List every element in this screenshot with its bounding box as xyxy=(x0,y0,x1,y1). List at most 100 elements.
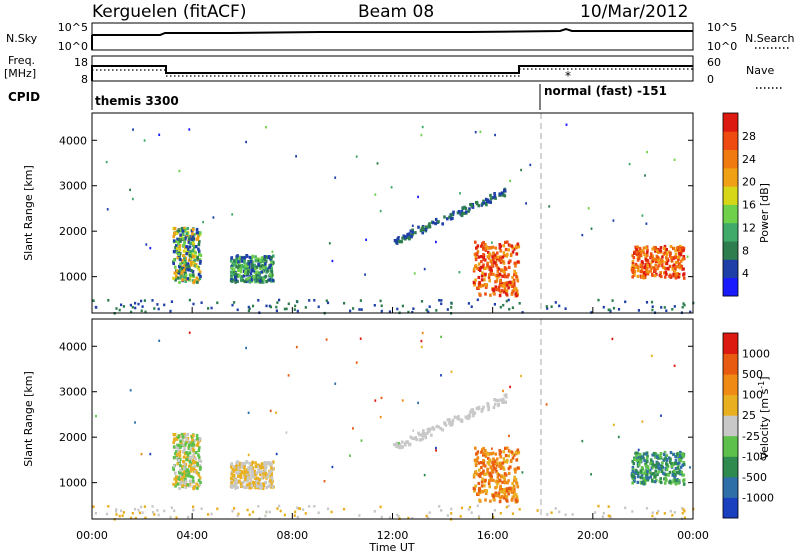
data-cell xyxy=(196,486,199,490)
data-cell xyxy=(197,473,201,477)
data-cell xyxy=(658,273,662,277)
scatter-cell xyxy=(216,301,219,305)
data-cell xyxy=(178,454,182,458)
data-cell xyxy=(232,470,235,474)
data-cell xyxy=(494,486,497,490)
sparse-cell xyxy=(134,421,136,424)
data-cell xyxy=(495,288,498,292)
data-cell xyxy=(489,466,493,470)
data-cell xyxy=(192,461,195,465)
data-cell xyxy=(188,254,192,258)
data-cell xyxy=(514,271,518,275)
data-cell xyxy=(493,398,496,402)
data-cell xyxy=(261,264,265,268)
data-cell xyxy=(513,287,516,291)
data-cell xyxy=(677,275,680,279)
data-cell xyxy=(187,446,191,451)
data-cell xyxy=(251,466,254,470)
data-cell xyxy=(174,471,177,475)
data-cell xyxy=(486,404,490,408)
sparse-cell xyxy=(212,216,215,219)
data-cell xyxy=(495,398,498,402)
data-cell xyxy=(198,270,202,274)
data-cell xyxy=(681,246,685,250)
data-cell xyxy=(486,467,489,471)
sparse-cell xyxy=(247,453,250,457)
data-cell xyxy=(188,484,191,488)
data-cell xyxy=(172,249,176,254)
y-tick-label: 3000 xyxy=(59,180,87,193)
sparse-cell xyxy=(581,439,584,443)
data-cell xyxy=(639,250,643,254)
data-cell xyxy=(181,232,185,236)
data-cell xyxy=(446,418,450,422)
data-cell xyxy=(507,492,510,496)
data-cell xyxy=(674,466,678,471)
scatter-cell xyxy=(265,510,268,514)
data-cell xyxy=(635,456,639,460)
data-cell xyxy=(190,475,193,479)
scatter-cell xyxy=(499,305,502,309)
data-cell xyxy=(510,498,514,502)
data-cell xyxy=(507,273,510,277)
data-cell xyxy=(254,259,258,263)
data-cell xyxy=(199,459,203,463)
scatter-cell xyxy=(373,304,376,307)
colorbar-segment xyxy=(723,333,738,354)
data-cell xyxy=(663,271,666,275)
data-cell xyxy=(194,457,197,461)
sparse-cell xyxy=(401,399,404,402)
scatter-cell xyxy=(427,516,430,520)
data-cell xyxy=(245,472,249,476)
data-cell xyxy=(642,246,646,250)
data-cell xyxy=(654,463,657,468)
data-cell xyxy=(505,495,509,499)
data-cell xyxy=(259,260,262,264)
data-cell xyxy=(190,261,193,265)
data-cell xyxy=(476,266,479,270)
data-cell xyxy=(657,264,660,268)
data-cell xyxy=(680,264,683,268)
data-cell xyxy=(405,236,409,240)
data-cell xyxy=(496,251,499,255)
sparse-cell xyxy=(525,202,527,205)
data-cell xyxy=(233,278,236,282)
data-cell xyxy=(672,452,675,456)
scatter-cell xyxy=(651,514,654,518)
sparse-cell xyxy=(158,339,161,342)
colorbar-segment xyxy=(723,476,738,498)
data-cell xyxy=(255,481,259,485)
data-cell xyxy=(678,458,681,462)
scatter-cell xyxy=(143,505,146,508)
data-cell xyxy=(178,280,181,284)
colorbar-segment xyxy=(723,415,738,437)
data-cell xyxy=(184,434,187,438)
data-cell xyxy=(484,491,488,495)
data-cell xyxy=(191,476,195,480)
data-cell xyxy=(494,246,498,250)
data-cell xyxy=(492,272,495,276)
data-cell xyxy=(261,259,265,263)
data-cell xyxy=(476,450,480,454)
data-cell xyxy=(677,478,681,483)
data-cell xyxy=(263,255,267,259)
data-cell xyxy=(260,476,264,480)
data-cell xyxy=(470,204,474,208)
data-cell xyxy=(246,277,249,281)
scatter-cell xyxy=(554,301,557,304)
data-cell xyxy=(489,197,493,201)
data-cell xyxy=(173,231,176,235)
scatter-cell xyxy=(511,306,514,309)
data-cell xyxy=(513,273,516,277)
scatter-cell xyxy=(296,515,299,519)
data-cell xyxy=(634,262,638,266)
data-cell xyxy=(262,277,266,281)
data-cell xyxy=(270,461,273,465)
data-cell xyxy=(253,469,256,473)
data-cell xyxy=(506,487,509,491)
data-cell xyxy=(248,484,252,488)
data-cell xyxy=(474,255,478,259)
sparse-cell xyxy=(188,331,191,334)
data-cell xyxy=(509,450,512,454)
